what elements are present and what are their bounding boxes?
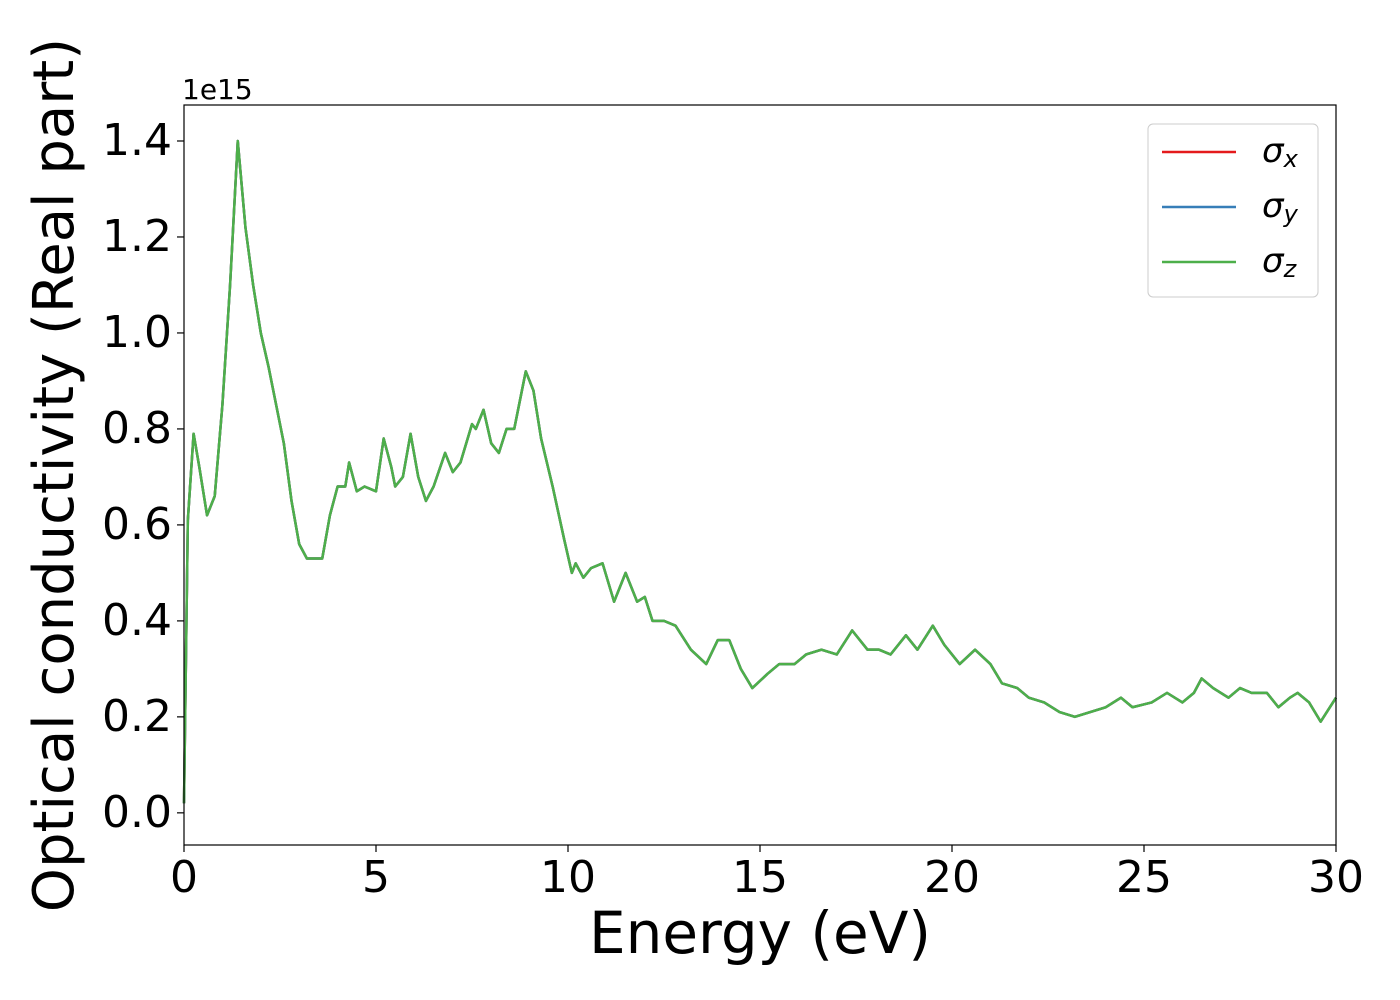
x-tick-label: 30 (1308, 852, 1364, 903)
legend: σx σy σz (1147, 123, 1319, 298)
y-tick-label: 0.0 (102, 787, 172, 838)
y-tick-label: 1.0 (102, 307, 172, 358)
x-tick-label: 20 (924, 852, 980, 903)
legend-label: σx (1262, 131, 1299, 174)
x-tick-label: 25 (1116, 852, 1172, 903)
x-tick-label: 15 (732, 852, 788, 903)
series-line (182, 139, 1338, 804)
y-tick-label: 1.2 (102, 211, 172, 262)
y-axis-label: Optical conductivity (Real part) (22, 38, 87, 912)
y-tick-label: 0.8 (102, 403, 172, 454)
y-tick-label: 0.4 (102, 595, 172, 646)
legend-label: σy (1262, 186, 1299, 229)
x-tick-label: 5 (362, 852, 390, 903)
y-tick-label: 0.2 (102, 691, 172, 742)
legend-label: σz (1262, 241, 1298, 284)
y-tick-label: 1.4 (102, 115, 172, 166)
axes-frame (183, 104, 1337, 846)
y-tick-label: 0.6 (102, 499, 172, 550)
offset-label: 1e15 (182, 73, 253, 106)
x-axis-label: Energy (eV) (589, 899, 931, 967)
legend-box (1147, 123, 1319, 298)
x-tick-label: 10 (540, 852, 596, 903)
x-tick-label: 0 (170, 852, 198, 903)
